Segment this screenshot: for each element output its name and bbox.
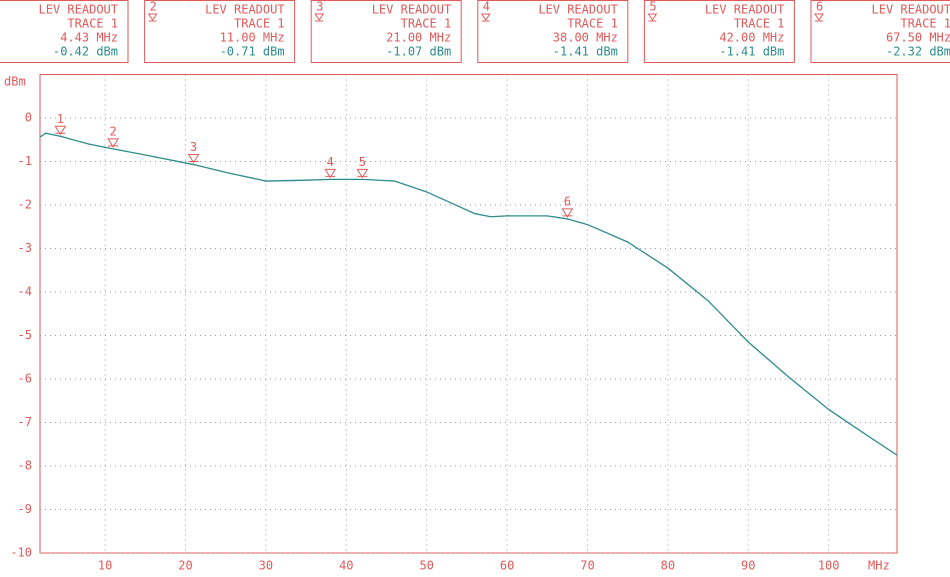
readout-box (144, 0, 296, 63)
marker-triangle (356, 168, 369, 179)
x-axis-label: MHz (868, 559, 890, 573)
x-tick-label: 80 (661, 559, 675, 573)
plot-frame (39, 74, 898, 554)
readout-trace: TRACE 1 (734, 17, 785, 31)
readout-marker-icon (314, 13, 325, 22)
readout-level: -1.41 dBm (553, 45, 618, 59)
readout-marker-icon (814, 13, 824, 22)
y-tick-label: -4 (18, 285, 32, 299)
readout-marker-icon (147, 13, 158, 22)
readout-trace: TRACE 1 (900, 17, 950, 31)
trace-line (39, 132, 898, 456)
readout-box (643, 0, 795, 63)
y-axis-label: dBm (4, 75, 26, 89)
x-tick-label: 50 (419, 559, 433, 573)
marker-number: 6 (564, 194, 571, 208)
y-tick-label: -6 (18, 372, 32, 386)
x-tick-label: 10 (98, 559, 112, 573)
y-tick-label: -9 (18, 502, 32, 516)
readout-trace: TRACE 1 (67, 17, 118, 31)
y-tick-label: -8 (18, 459, 32, 473)
readout-frequency: 38.00 MHz (553, 31, 618, 45)
readout-level: -1.41 dBm (719, 45, 784, 59)
readout-title: LEV READOUT (205, 3, 284, 17)
x-tick-label: 30 (259, 559, 273, 573)
y-tick-label: -3 (18, 241, 32, 255)
readout-number: 5 (649, 0, 656, 14)
readout-number: 4 (483, 0, 490, 14)
readout-title: LEV READOUT (39, 3, 118, 17)
x-tick-label: 40 (339, 559, 353, 573)
readout-frequency: 21.00 MHz (386, 31, 451, 45)
readout-marker-icon (647, 13, 658, 22)
readout-frequency: 11.00 MHz (220, 31, 285, 45)
marker-triangle (324, 168, 337, 179)
readout-box (310, 0, 462, 63)
readout-frequency: 4.43 MHz (60, 31, 118, 45)
marker-triangle (561, 208, 574, 218)
readout-level: -2.32 dBm (886, 45, 950, 59)
readout-title: LEV READOUT (705, 3, 784, 17)
marker-number: 3 (190, 140, 197, 154)
readout-title: LEV READOUT (538, 3, 617, 17)
readout-box (477, 0, 629, 63)
x-tick-label: 90 (741, 559, 755, 573)
readout-number: 6 (816, 0, 823, 14)
marker-number: 5 (359, 155, 366, 169)
marker-number: 4 (327, 155, 334, 169)
readout-box (810, 0, 950, 63)
y-tick-label: -2 (18, 198, 32, 212)
readout-trace: TRACE 1 (234, 17, 285, 31)
readout-level: -0.71 dBm (220, 45, 285, 59)
readout-box (0, 0, 129, 63)
y-tick-label: -1 (18, 154, 32, 168)
readout-number: 3 (316, 0, 323, 14)
marker-triangle (187, 154, 200, 164)
marker-triangle (54, 125, 67, 136)
readout-title: LEV READOUT (872, 3, 950, 17)
readout-level: -0.42 dBm (53, 45, 118, 59)
x-tick-label: 70 (580, 559, 594, 573)
readout-frequency: 42.00 MHz (719, 31, 784, 45)
readout-trace: TRACE 1 (401, 17, 452, 31)
readout-number: 2 (150, 0, 157, 14)
y-tick-label: 0 (25, 111, 32, 125)
y-tick-label: -7 (18, 415, 32, 429)
marker-number: 2 (110, 124, 117, 138)
readout-trace: TRACE 1 (567, 17, 618, 31)
readout-level: -1.07 dBm (386, 45, 451, 59)
readout-marker-icon (480, 13, 491, 22)
x-tick-label: 20 (178, 559, 192, 573)
y-tick-label: -5 (18, 328, 32, 342)
readout-title: LEV READOUT (372, 3, 451, 17)
marker-number: 1 (57, 112, 64, 126)
x-tick-label: 60 (500, 559, 514, 573)
readout-frequency: 67.50 MHz (886, 31, 950, 45)
x-tick-label: 100 (818, 559, 840, 573)
y-tick-label: -10 (10, 546, 32, 560)
marker-triangle (107, 138, 120, 148)
